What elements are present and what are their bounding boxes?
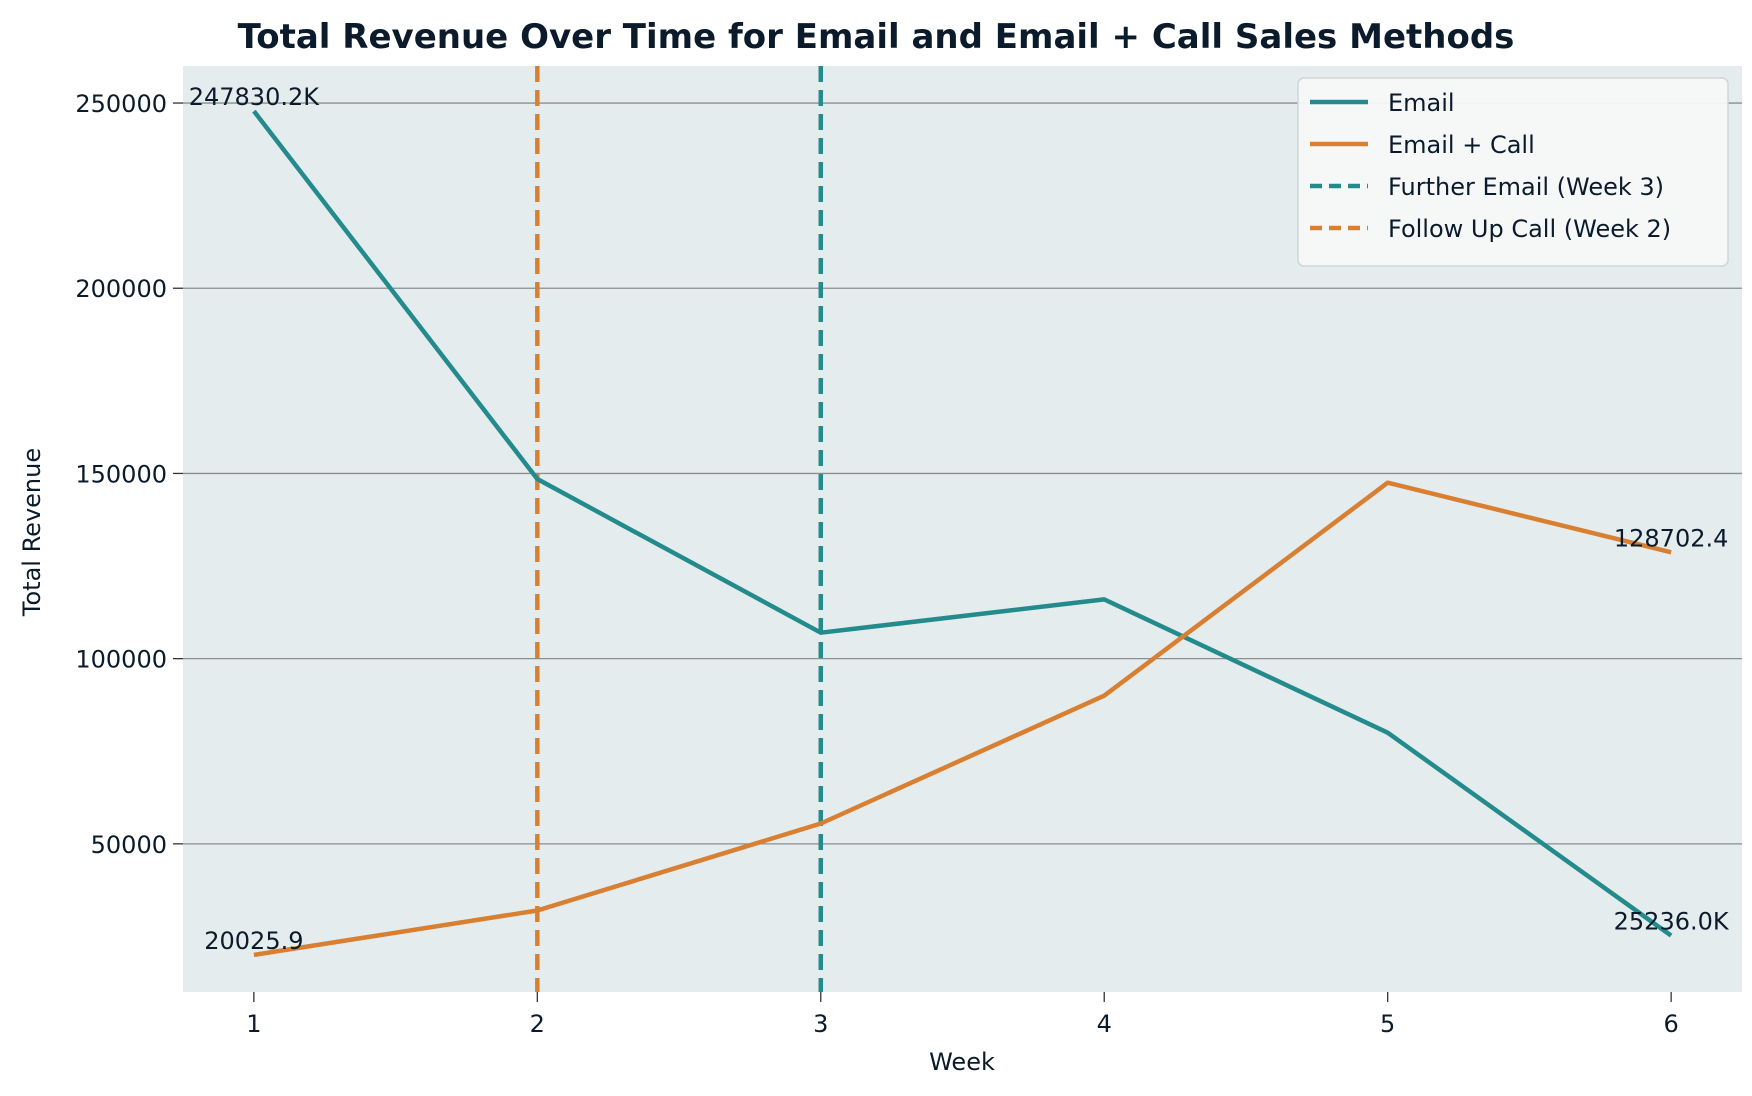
y-tick-label: 200000	[75, 275, 167, 303]
legend: Email Email + Call Further Email (Week 3) F…	[1297, 77, 1729, 267]
legend-label: Further Email (Week 3)	[1388, 173, 1664, 201]
x-tick-label: 5	[1380, 1010, 1395, 1038]
y-tick-label: 150000	[75, 460, 167, 488]
x-tick-label: 6	[1663, 1010, 1678, 1038]
x-tick-label: 2	[530, 1010, 545, 1038]
legend-label: Email + Call	[1388, 131, 1535, 159]
x-tick-label: 1	[246, 1010, 261, 1038]
y-tick-label: 250000	[75, 90, 167, 118]
y-tick-label: 50000	[91, 831, 167, 859]
x-tick-label: 3	[813, 1010, 828, 1038]
data-label: 25236.0K	[1614, 908, 1730, 936]
x-tick-label: 4	[1097, 1010, 1112, 1038]
y-tick-label: 100000	[75, 646, 167, 674]
data-labels: 247830.2K 25236.0K 20025.9 128702.4	[189, 83, 1730, 955]
legend-box	[1297, 77, 1729, 267]
x-axis-label: Week	[929, 1048, 995, 1076]
data-label: 20025.9	[204, 927, 303, 955]
legend-label: Email	[1388, 89, 1455, 117]
grid-lines	[183, 102, 1742, 845]
legend-label: Follow Up Call (Week 2)	[1388, 215, 1671, 243]
y-axis-label: Total Revenue	[18, 448, 46, 617]
data-label: 247830.2K	[189, 83, 321, 111]
series-lines	[252, 109, 1673, 958]
series-line	[253, 480, 1672, 958]
series-line	[252, 109, 1673, 938]
axis-ticks: 50000 100000 150000 200000 250000 1 2 3 4 5 6	[75, 90, 1678, 1038]
reference-lines	[535, 66, 824, 992]
data-label: 128702.4	[1614, 524, 1729, 552]
chart-title: Total Revenue Over Time for Email and Em…	[238, 17, 1515, 57]
